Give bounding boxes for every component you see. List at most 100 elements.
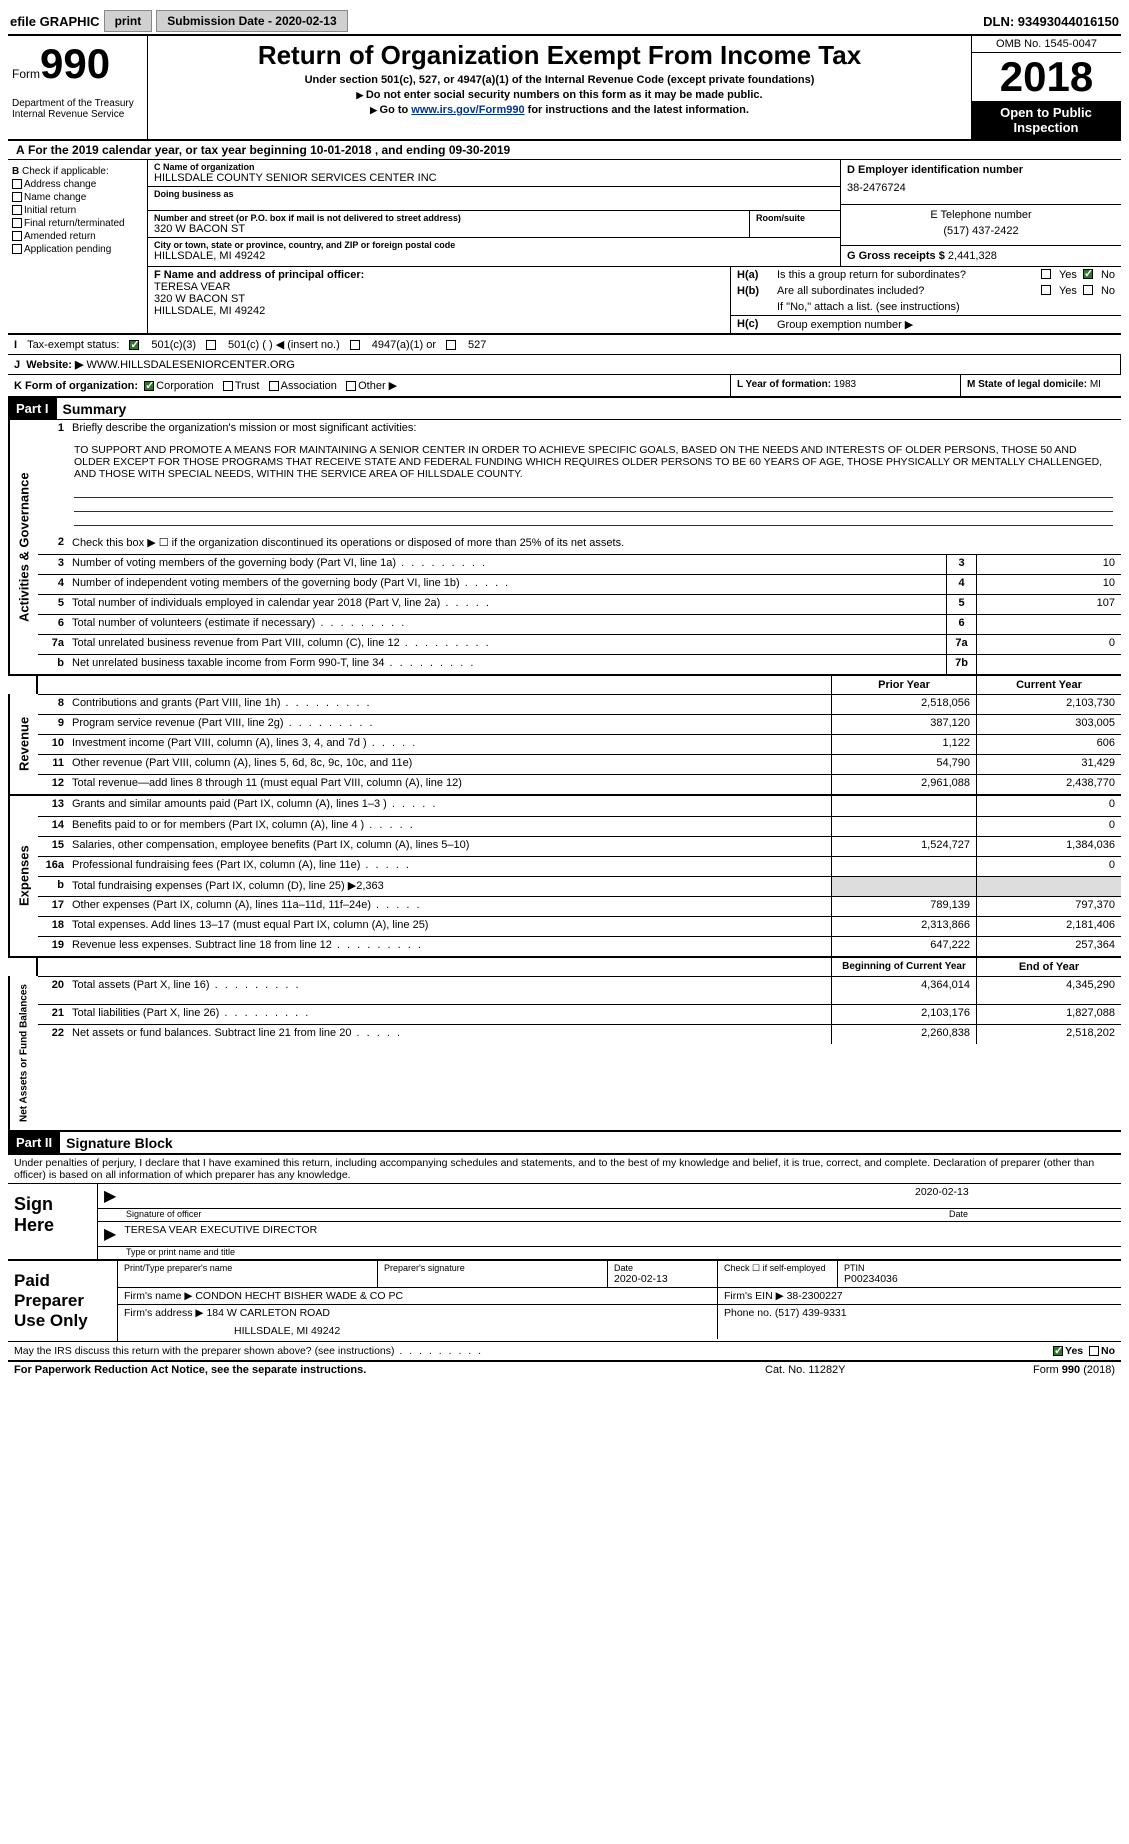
line-20-text: Total assets (Part X, line 16) xyxy=(68,977,831,1004)
line-16a-current: 0 xyxy=(976,857,1121,876)
501c-checkbox[interactable] xyxy=(206,340,216,350)
amended-checkbox[interactable] xyxy=(12,231,22,241)
side-expenses: Expenses xyxy=(8,796,38,956)
section-k: K Form of organization: Corporation Trus… xyxy=(8,375,731,396)
ha-yes-checkbox[interactable] xyxy=(1041,269,1051,279)
line-4-text: Number of independent voting members of … xyxy=(68,575,946,594)
firm-phone-label: Phone no. xyxy=(724,1307,772,1319)
org-name: HILLSDALE COUNTY SENIOR SERVICES CENTER … xyxy=(154,172,834,184)
mission-rule-1 xyxy=(74,484,1113,498)
form-subtitle-3: Go to www.irs.gov/Form990 for instructio… xyxy=(156,104,963,116)
line-14-current: 0 xyxy=(976,817,1121,836)
prep-ptin-label: PTIN xyxy=(844,1263,1115,1273)
line-18-current: 2,181,406 xyxy=(976,917,1121,936)
submission-date-button[interactable]: Submission Date - 2020-02-13 xyxy=(156,10,347,32)
gross-receipts: 2,441,328 xyxy=(948,250,997,262)
sig-name-caption: Type or print name and title xyxy=(98,1247,1121,1259)
col-c-through-k: C Name of organizationHILLSDALE COUNTY S… xyxy=(148,160,1121,333)
website-value: WWW.HILLSDALESENIORCENTER.ORG xyxy=(86,359,294,371)
officer-signature-field[interactable] xyxy=(124,1186,915,1206)
trust-checkbox[interactable] xyxy=(223,381,233,391)
prep-self-employed: Check ☐ if self-employed xyxy=(718,1261,838,1287)
hb-note: If "No," attach a list. (see instruction… xyxy=(731,299,1121,315)
m-label: M State of legal domicile: xyxy=(967,379,1087,390)
may-no-checkbox[interactable] xyxy=(1089,1346,1099,1356)
year-formation: 1983 xyxy=(834,379,856,390)
assoc-checkbox[interactable] xyxy=(269,381,279,391)
line-k-lm: K Form of organization: Corporation Trus… xyxy=(8,374,1121,396)
sign-here-label: Sign Here xyxy=(8,1184,98,1259)
efile-label: efile GRAPHIC xyxy=(10,14,100,29)
line-21-boy: 2,103,176 xyxy=(831,1005,976,1024)
irs-link[interactable]: www.irs.gov/Form990 xyxy=(411,104,524,116)
line-15-text: Salaries, other compensation, employee b… xyxy=(68,837,831,856)
section-f: F Name and address of principal officer:… xyxy=(148,267,731,333)
officer-street: 320 W BACON ST xyxy=(154,293,724,305)
hb-no-checkbox[interactable] xyxy=(1083,285,1093,295)
f-label: F Name and address of principal officer: xyxy=(154,269,724,281)
line-13-prior xyxy=(831,796,976,816)
arrow-icon: ▶ xyxy=(104,1186,116,1206)
line-8-current: 2,103,730 xyxy=(976,695,1121,714)
527-checkbox[interactable] xyxy=(446,340,456,350)
line-j: J Website: ▶ WWW.HILLSDALESENIORCENTER.O… xyxy=(8,354,1121,374)
i-c: 501(c) ( ) ◀ (insert no.) xyxy=(228,338,340,351)
section-m: M State of legal domicile: MI xyxy=(961,375,1121,396)
line-2-text: Check this box ▶ ☐ if the organization d… xyxy=(68,534,1121,554)
line-19-text: Revenue less expenses. Subtract line 18 … xyxy=(68,937,831,956)
tax-year: 2018 xyxy=(971,53,1121,101)
line-7a-val: 0 xyxy=(976,635,1121,654)
part-2-header-row: Part II Signature Block xyxy=(8,1130,1121,1153)
c-street-label: Number and street (or P.O. box if mail i… xyxy=(154,213,743,223)
line-11-current: 31,429 xyxy=(976,755,1121,774)
line-21-text: Total liabilities (Part X, line 26) xyxy=(68,1005,831,1024)
line-1-text: Briefly describe the organization's miss… xyxy=(68,420,1121,440)
4947-checkbox[interactable] xyxy=(350,340,360,350)
omb-number: OMB No. 1545-0047 xyxy=(971,36,1121,53)
line-8-prior: 2,518,056 xyxy=(831,695,976,714)
final-return-checkbox[interactable] xyxy=(12,218,22,228)
officer-name: TERESA VEAR xyxy=(154,281,724,293)
may-yes-checkbox[interactable] xyxy=(1053,1346,1063,1356)
form-subtitle-2: Do not enter social security numbers on … xyxy=(156,89,963,101)
header-center: Return of Organization Exempt From Incom… xyxy=(148,36,971,139)
501c3-checkbox[interactable] xyxy=(129,340,139,350)
b-addr: Address change xyxy=(24,179,96,190)
line-21-eoy: 1,827,088 xyxy=(976,1005,1121,1024)
hb-yes-checkbox[interactable] xyxy=(1041,285,1051,295)
section-c: C Name of organizationHILLSDALE COUNTY S… xyxy=(148,160,841,266)
line-12-text: Total revenue—add lines 8 through 11 (mu… xyxy=(68,775,831,794)
prior-current-header: Prior Year Current Year xyxy=(8,674,1121,694)
print-button[interactable]: print xyxy=(104,10,153,32)
section-b: B Check if applicable: Address change Na… xyxy=(8,160,148,333)
sig-date-caption: Date xyxy=(921,1209,1121,1221)
i-label: Tax-exempt status: xyxy=(27,339,119,351)
may-irs-discuss: May the IRS discuss this return with the… xyxy=(8,1341,1121,1362)
side-activities: Activities & Governance xyxy=(8,420,38,674)
ein-value: 38-2476724 xyxy=(847,176,1115,200)
ha-no-checkbox[interactable] xyxy=(1083,269,1093,279)
corp-checkbox[interactable] xyxy=(144,381,154,391)
sig-officer-caption: Signature of officer xyxy=(98,1209,921,1221)
eoy-head: End of Year xyxy=(976,958,1121,976)
line-5-val: 107 xyxy=(976,595,1121,614)
line-3-val: 10 xyxy=(976,555,1121,574)
b-amend: Amended return xyxy=(24,231,96,242)
line-18-prior: 2,313,866 xyxy=(831,917,976,936)
line-6-text: Total number of volunteers (estimate if … xyxy=(68,615,946,634)
firm-ein-value: 38-2300227 xyxy=(787,1290,843,1302)
app-pending-checkbox[interactable] xyxy=(12,244,22,254)
other-checkbox[interactable] xyxy=(346,381,356,391)
initial-return-checkbox[interactable] xyxy=(12,205,22,215)
i-527: 527 xyxy=(468,339,486,351)
signature-block: Under penalties of perjury, I declare th… xyxy=(8,1153,1121,1362)
header-left: Form990 Department of the Treasury Inter… xyxy=(8,36,148,139)
line-11-prior: 54,790 xyxy=(831,755,976,774)
addr-change-checkbox[interactable] xyxy=(12,179,22,189)
name-change-checkbox[interactable] xyxy=(12,192,22,202)
firm-name-value: CONDON HECHT BISHER WADE & CO PC xyxy=(195,1290,403,1302)
line-19-prior: 647,222 xyxy=(831,937,976,956)
e-label: E Telephone number xyxy=(847,209,1115,221)
hb-text: Are all subordinates included? xyxy=(777,285,1041,297)
line-7b-val xyxy=(976,655,1121,674)
